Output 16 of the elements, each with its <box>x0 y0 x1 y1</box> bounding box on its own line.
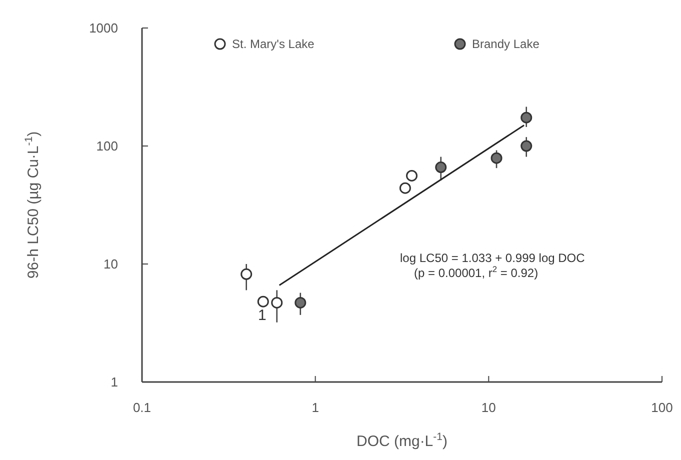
y-tick-label: 1000 <box>89 20 118 36</box>
y-tick-label: 100 <box>96 138 118 154</box>
annotation: 1 <box>258 307 266 324</box>
legend-label: Brandy Lake <box>472 37 540 52</box>
legend-entry: St. Mary's Lake <box>214 37 314 52</box>
legend-label: St. Mary's Lake <box>232 37 315 52</box>
y-tick-label: 1 <box>110 374 118 390</box>
legend-entry: Brandy Lake <box>454 37 540 52</box>
x-tick-label: 0.1 <box>132 400 152 415</box>
x-tick-label: 100 <box>651 400 673 415</box>
x-tick-label: 1 <box>312 400 319 415</box>
x-axis-title: DOC (mg·L$^{-1}$) <box>356 431 448 450</box>
x-tick-label: 10 <box>481 400 496 415</box>
y-tick-label: 10 <box>104 256 118 272</box>
annotation: log LC50 = 1.033 + 0.999 log DOC <box>400 251 586 265</box>
annotation: (p = 0.00001, r$^{2}$ = 0.92) <box>414 264 538 280</box>
